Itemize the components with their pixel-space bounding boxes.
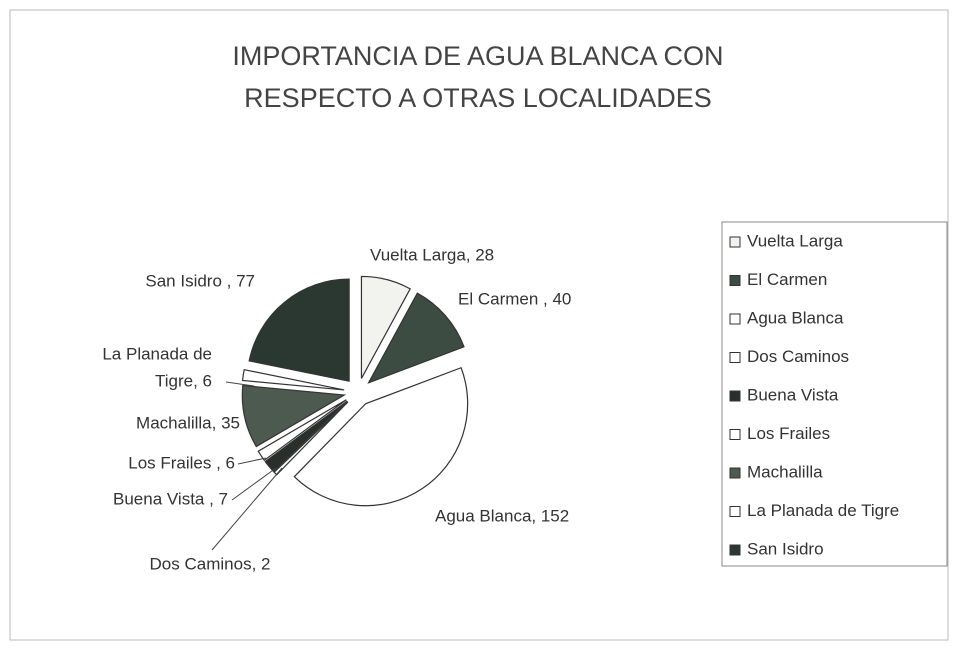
legend-swatch [729,352,741,363]
legend-swatch [729,467,741,479]
data-label: Vuelta Larga, 28 [370,245,494,264]
legend-label: Machalilla [747,462,823,481]
legend-swatch [729,506,741,517]
pie-slice [241,384,347,448]
chart-title: RESPECTO A OTRAS LOCALIDADES [244,83,712,113]
legend-label: Dos Caminos [747,347,849,366]
legend-label: El Carmen [747,270,827,289]
data-label: El Carmen , 40 [458,289,571,308]
legend-swatch [729,313,741,325]
legend-label: Vuelta Larga [747,231,843,250]
pie-slice [360,275,412,379]
pie-slice [293,366,469,507]
data-label: San Isidro , 77 [145,271,255,290]
data-label: La Planada de [102,344,212,363]
legend-label: San Isidro [747,539,824,558]
pie-slice [257,399,347,462]
leader-line [211,467,283,551]
leader-line [237,457,267,465]
legend-swatch [729,390,741,402]
legend-swatch [729,429,741,440]
legend-swatch [729,275,741,286]
pie-slice [367,292,465,384]
data-label: Agua Blanca, 152 [435,506,569,525]
pie-slice [241,368,345,391]
legend-label: Agua Blanca [747,308,844,327]
data-label: Dos Caminos, 2 [150,554,271,573]
legend-label: Los Frailes [747,424,830,443]
leader-line [225,381,255,387]
pie-slice [248,278,350,382]
data-label: Machalilla, 35 [136,413,240,432]
legend-label: Buena Vista [747,385,839,404]
legend-swatch [729,544,741,556]
data-label: Tigre, 6 [155,371,212,390]
leader-line [231,467,277,501]
pie-slice [264,400,348,473]
legend-label: La Planada de Tigre [747,501,899,520]
legend-swatch [729,236,741,248]
data-label: Buena Vista , 7 [113,489,228,508]
chart-title: IMPORTANCIA DE AGUA BLANCA CON [232,41,723,71]
legend-box [721,221,948,567]
data-label: Los Frailes , 6 [128,453,235,472]
